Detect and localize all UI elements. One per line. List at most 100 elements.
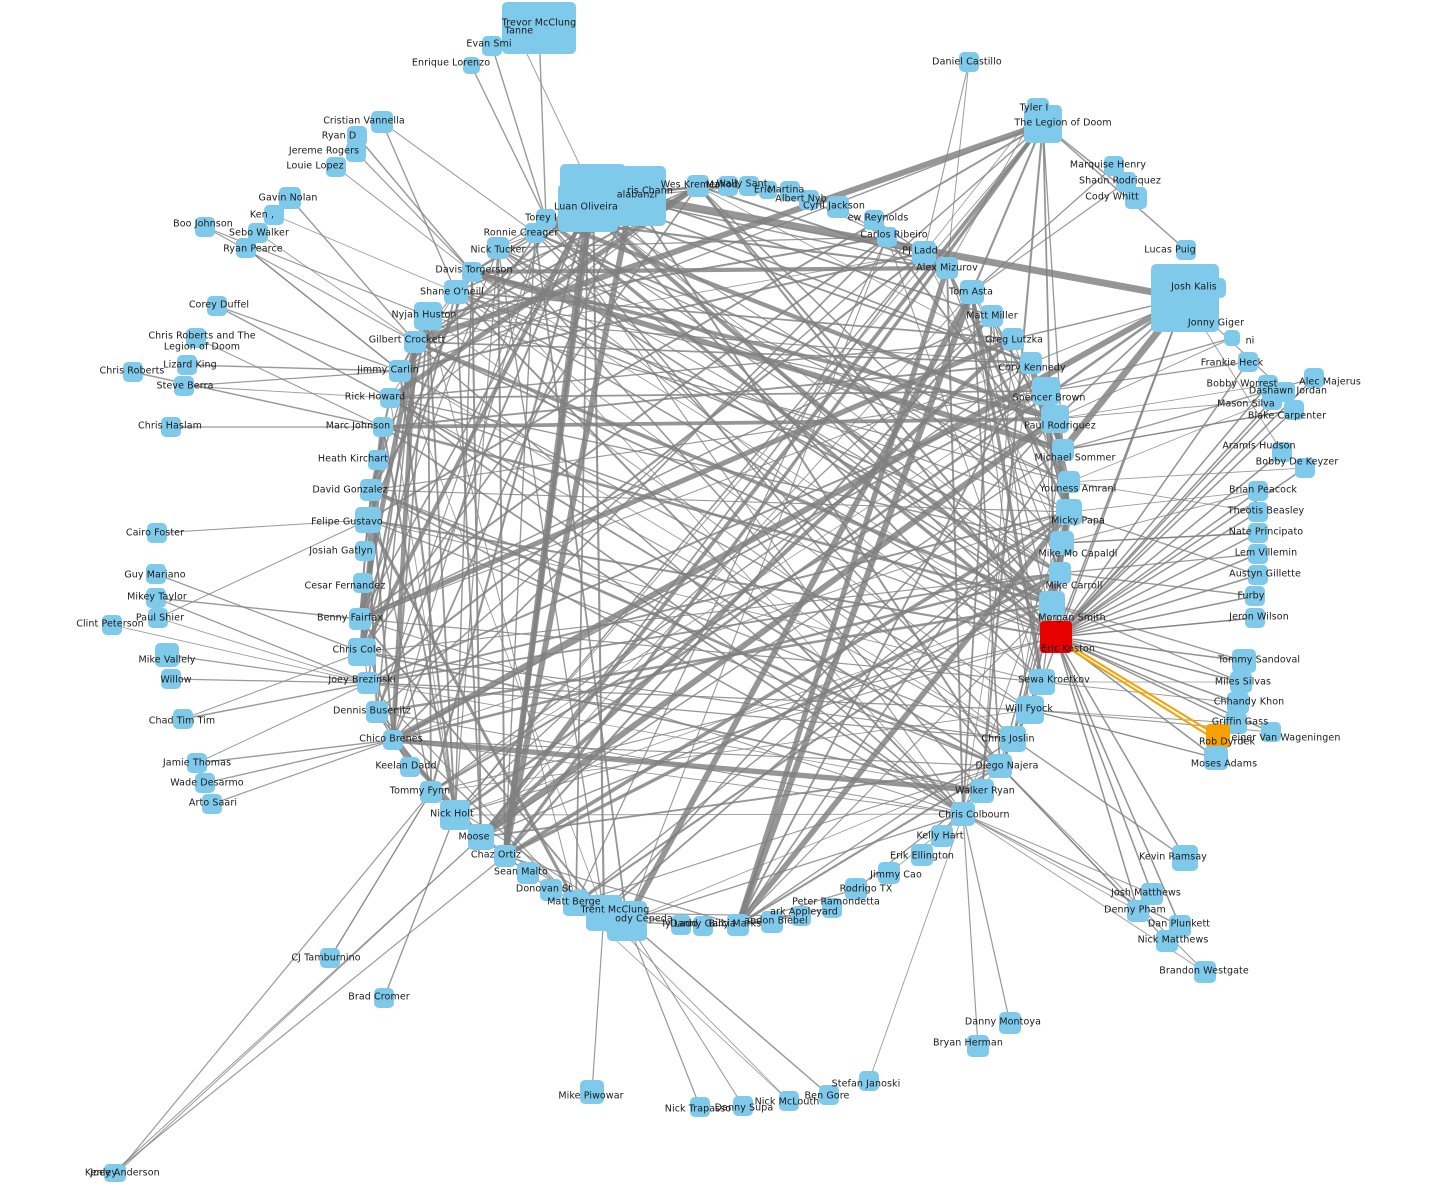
graph-node-paul-rodriguez[interactable] bbox=[1041, 405, 1069, 433]
graph-node-luan-oliveira[interactable] bbox=[558, 184, 618, 232]
graph-node-arto-saari[interactable] bbox=[202, 794, 222, 814]
graph-node-stefan-janoski[interactable] bbox=[859, 1071, 879, 1091]
graph-node-tommy-fynn[interactable] bbox=[420, 781, 442, 803]
graph-node-jimmy-carlin[interactable] bbox=[389, 360, 411, 382]
graph-node-jonny-giger[interactable] bbox=[1151, 264, 1219, 332]
graph-node-spencer-brown[interactable] bbox=[1032, 377, 1060, 405]
graph-node-nick-matthews[interactable] bbox=[1156, 930, 1178, 952]
graph-node-evan-smith[interactable] bbox=[482, 36, 502, 56]
graph-node-cairo-foster[interactable] bbox=[147, 523, 167, 543]
graph-node-boo-johnson[interactable] bbox=[195, 217, 215, 237]
graph-node-wes-kremer[interactable] bbox=[687, 175, 709, 197]
graph-node-chad-tim-tim[interactable] bbox=[173, 709, 193, 729]
graph-node-cristian-vannella[interactable] bbox=[371, 111, 393, 133]
graph-node-youness-amrani[interactable] bbox=[1058, 471, 1080, 493]
graph-node-nick-mclouth[interactable] bbox=[779, 1091, 799, 1111]
graph-node-bobby-de-keyzer[interactable] bbox=[1295, 458, 1315, 478]
graph-node-danny-supa[interactable] bbox=[733, 1096, 753, 1116]
graph-node-benny-fairfax[interactable] bbox=[349, 608, 371, 630]
graph-node-chhandy-khon[interactable] bbox=[1227, 692, 1249, 714]
graph-node-mike-carroll[interactable] bbox=[1049, 562, 1071, 584]
graph-node-mike-piwowar[interactable] bbox=[580, 1080, 604, 1104]
graph-node-sean-malto[interactable] bbox=[517, 862, 539, 884]
graph-node-nakel-smith[interactable] bbox=[718, 176, 738, 196]
graph-node-chris-cole[interactable] bbox=[348, 638, 376, 666]
graph-node-david-gonzalez[interactable] bbox=[360, 479, 382, 501]
graph-node-clint-peterson[interactable] bbox=[102, 615, 122, 635]
graph-node-pj-ladd[interactable] bbox=[912, 241, 936, 265]
graph-node-gavin-nolan[interactable] bbox=[279, 187, 301, 209]
graph-node-chris-roberts-lod[interactable] bbox=[186, 328, 206, 348]
graph-node-chico-brenes[interactable] bbox=[383, 730, 403, 750]
graph-node-austyn-gillette[interactable] bbox=[1248, 565, 1268, 585]
graph-node-sewa-kroetkov[interactable] bbox=[1029, 669, 1055, 695]
graph-node-marquise-henry[interactable] bbox=[1104, 156, 1124, 176]
graph-node-mark-appleyard[interactable] bbox=[791, 906, 811, 926]
graph-node-denny-pham[interactable] bbox=[1127, 900, 1149, 922]
graph-node-davis-torgerson[interactable] bbox=[462, 262, 482, 282]
graph-node-guy-mariano[interactable] bbox=[146, 564, 166, 584]
graph-node-lizard-king[interactable] bbox=[177, 355, 197, 375]
graph-node-cory-kennedy[interactable] bbox=[1020, 352, 1042, 374]
graph-node-michael-sommer[interactable] bbox=[1052, 439, 1074, 461]
graph-node-ronnie-creager[interactable] bbox=[525, 223, 545, 243]
graph-node-erik-ellington[interactable] bbox=[911, 844, 933, 866]
graph-node-chris-colbourn[interactable] bbox=[951, 802, 975, 826]
graph-node-wally-santa[interactable] bbox=[739, 176, 759, 196]
graph-node-amrani-2[interactable] bbox=[1224, 330, 1240, 346]
graph-node-kelly-hart[interactable] bbox=[931, 825, 953, 847]
graph-node-martina[interactable] bbox=[780, 181, 800, 201]
graph-node-tanner[interactable] bbox=[509, 27, 529, 47]
graph-node-dennis-busenitz[interactable] bbox=[366, 701, 388, 723]
graph-node-lem-villemin[interactable] bbox=[1248, 544, 1268, 564]
graph-node-kevin-ramsay[interactable] bbox=[1172, 845, 1198, 871]
graph-node-cesar-fernandez[interactable] bbox=[353, 573, 373, 593]
graph-node-brian-peacock[interactable] bbox=[1248, 481, 1268, 501]
graph-node-jamie-thomas[interactable] bbox=[187, 753, 207, 773]
graph-node-carlos-ribeiro[interactable] bbox=[877, 227, 897, 247]
graph-node-cody-cepeda[interactable] bbox=[607, 901, 647, 941]
graph-node-joey-anderson[interactable] bbox=[108, 1164, 126, 1182]
graph-node-legion-of-doom[interactable] bbox=[1024, 105, 1062, 143]
graph-node-greg-lutzka[interactable] bbox=[1002, 328, 1024, 350]
graph-node-alec-majerus[interactable] bbox=[1304, 368, 1324, 388]
graph-node-nick-tucker[interactable] bbox=[487, 237, 509, 259]
graph-node-mike-vallely[interactable] bbox=[155, 643, 179, 667]
graph-node-corey-duffel[interactable] bbox=[207, 296, 227, 316]
graph-node-mikey-taylor[interactable] bbox=[146, 588, 166, 608]
graph-node-albert-nyberg[interactable] bbox=[799, 190, 819, 210]
graph-node-morgan-smith[interactable] bbox=[1039, 591, 1065, 617]
graph-node-frankie-heck[interactable] bbox=[1238, 352, 1258, 372]
graph-node-geiger-van-wageningen[interactable] bbox=[1261, 722, 1281, 742]
graph-node-paul-shier[interactable] bbox=[148, 608, 168, 628]
graph-node-gilbert-crockett[interactable] bbox=[404, 331, 426, 353]
graph-node-matt-miller[interactable] bbox=[981, 305, 1003, 327]
graph-node-danny-garcia[interactable] bbox=[693, 916, 713, 936]
graph-node-aramis-hudson[interactable] bbox=[1272, 442, 1292, 462]
graph-node-cyril-jackson[interactable] bbox=[827, 196, 849, 218]
graph-node-nick-trapasso[interactable] bbox=[690, 1097, 710, 1117]
graph-node-brandon-westgate[interactable] bbox=[1194, 961, 1216, 983]
graph-node-enrique-lorenzo[interactable] bbox=[462, 56, 480, 74]
graph-node-jy-lad[interactable] bbox=[671, 915, 691, 935]
graph-node-chris-haslam[interactable] bbox=[161, 417, 181, 437]
graph-node-wade-desarmo[interactable] bbox=[195, 773, 215, 793]
graph-node-will-fyock[interactable] bbox=[1016, 696, 1044, 724]
graph-node-moose[interactable] bbox=[468, 824, 494, 850]
graph-node-peter-ramondetta[interactable] bbox=[822, 898, 842, 918]
graph-node-felipe-gustavo[interactable] bbox=[355, 507, 381, 533]
graph-node-jimmy-cao[interactable] bbox=[878, 862, 900, 884]
graph-node-griffin-gass[interactable] bbox=[1225, 712, 1247, 734]
graph-node-nyjah-huston[interactable] bbox=[414, 302, 442, 330]
graph-node-chris-roberts[interactable] bbox=[123, 362, 143, 382]
graph-node-donovan-st[interactable] bbox=[540, 879, 562, 901]
graph-node-cody-whitt[interactable] bbox=[1125, 187, 1147, 209]
graph-node-miles-silvas[interactable] bbox=[1230, 671, 1252, 693]
graph-node-eric-koston[interactable] bbox=[1040, 621, 1072, 653]
graph-node-josh-matthews[interactable] bbox=[1141, 883, 1163, 905]
graph-node-josiah-gatlyn[interactable] bbox=[355, 541, 375, 561]
graph-node-matt-berger[interactable] bbox=[563, 890, 589, 916]
graph-node-ken[interactable] bbox=[264, 205, 284, 225]
